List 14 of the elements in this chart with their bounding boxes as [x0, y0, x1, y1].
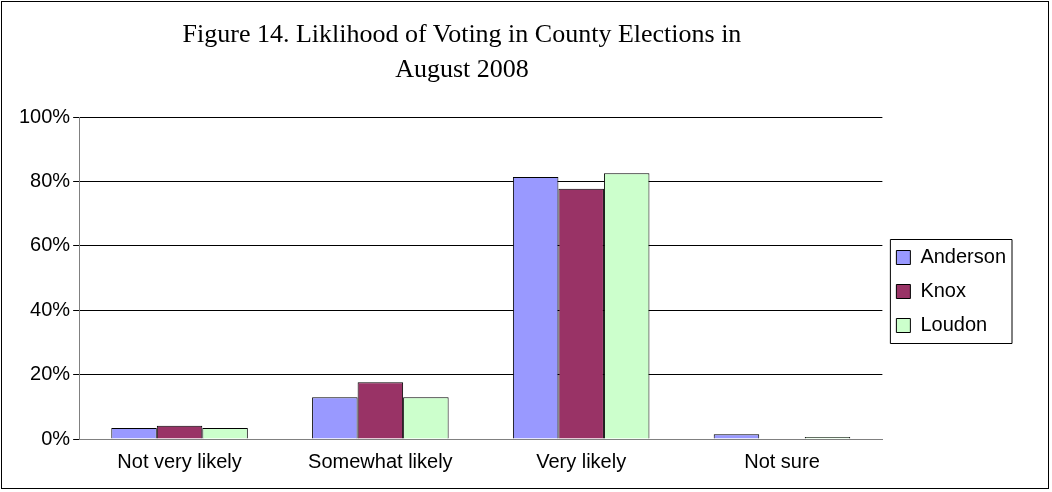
y-tick-label: 0%	[41, 426, 71, 449]
legend-label: Knox	[920, 279, 966, 302]
y-tick-label: 80%	[30, 168, 71, 191]
y-tick-label: 40%	[30, 297, 71, 320]
y-tick-label: 100%	[19, 104, 71, 127]
y-tick-label: 60%	[30, 233, 71, 256]
chart-title: Figure 14. Liklihood of Voting in County Elections in August 2008	[181, 18, 743, 85]
x-tick-label: Not very likely	[117, 449, 242, 472]
legend-label: Anderson	[920, 245, 1007, 268]
x-tick-label: Somewhat likely	[308, 449, 453, 472]
x-tick-label: Very likely	[536, 449, 627, 472]
legend-label: Loudon	[920, 313, 988, 336]
y-tick-label: 20%	[30, 362, 71, 385]
x-tick-label: Not sure	[744, 449, 820, 472]
